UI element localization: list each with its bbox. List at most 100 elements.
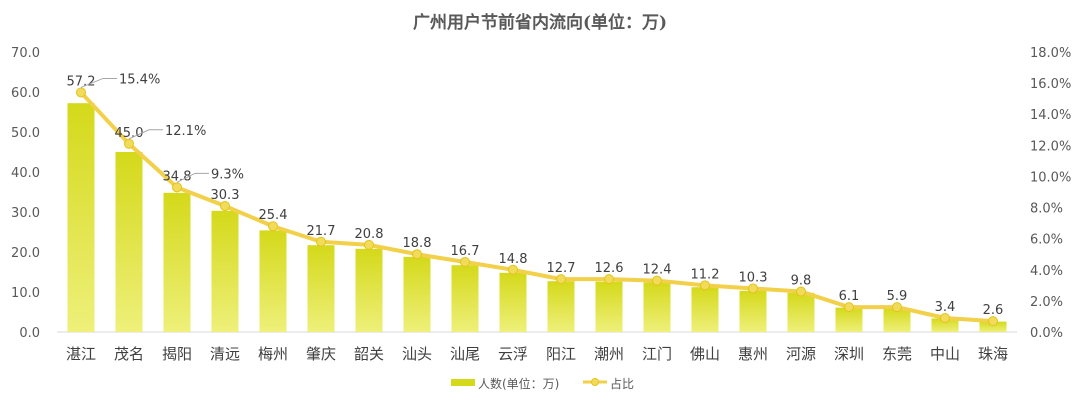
y2-tick-label: 10.0% [1030, 170, 1071, 185]
x-tick-label: 茂名 [114, 345, 144, 363]
line-point [508, 264, 518, 275]
line-point [748, 283, 758, 294]
bar [307, 245, 335, 332]
x-tick-label: 云浮 [498, 345, 528, 363]
line-point [220, 201, 230, 211]
bar-value-label: 12.7 [547, 261, 576, 276]
x-tick-label: 惠州 [738, 345, 768, 363]
x-tick-label: 肇庆 [306, 345, 336, 363]
bar-value-label: 18.8 [403, 236, 432, 251]
line-point [460, 257, 470, 267]
bar [739, 290, 767, 332]
y2-tick-label: 18.0% [1030, 46, 1071, 61]
bar [643, 282, 671, 332]
line-point [604, 274, 614, 285]
bar-value-label: 5.9 [887, 289, 908, 304]
bar-value-label: 34.8 [163, 169, 192, 184]
line-point [172, 182, 182, 193]
y2-tick-label: 2.0% [1030, 295, 1063, 310]
line-point [988, 316, 998, 327]
x-tick-label: 中山 [930, 345, 960, 363]
axes: 0.0 10.0 20.0 30.0 40.0 50.0 60.0 70.0 0.0% 2.0% 4… [11, 46, 1071, 363]
y2-tick-label: 16.0% [1030, 77, 1071, 92]
bar [931, 318, 959, 332]
y2-tick-label: 0.0% [1030, 326, 1063, 341]
line-value-label: 9.3% [211, 167, 244, 182]
x-tick-label: 江门 [642, 345, 672, 363]
x-tick-label: 梅州 [258, 345, 288, 363]
line-point [892, 302, 902, 313]
x-tick-label: 河源 [786, 345, 816, 363]
bar [691, 287, 719, 332]
x-tick-label: 揭阳 [162, 345, 192, 363]
bar [979, 321, 1007, 332]
x-tick-label: 汕尾 [450, 345, 480, 363]
line-point [124, 138, 134, 149]
bar-value-label: 14.8 [499, 252, 528, 267]
bar [499, 272, 527, 332]
bar-value-label: 10.3 [739, 270, 768, 285]
bar-value-label: 12.4 [643, 263, 672, 278]
y-tick-label: 40.0 [11, 166, 40, 181]
bar-value-label: 30.3 [211, 188, 240, 203]
bar [67, 103, 95, 332]
legend: 人数(单位：万) 占比 [451, 376, 634, 391]
bar-value-label: 57.2 [67, 74, 96, 89]
x-tick-label: 深圳 [834, 345, 864, 363]
bar-series [67, 103, 1007, 332]
bar [595, 281, 623, 332]
line-point [652, 275, 662, 286]
y2-tick-label: 12.0% [1030, 139, 1071, 154]
bar-value-label: 3.4 [935, 300, 956, 315]
line-point [268, 221, 278, 232]
bar [259, 230, 287, 332]
bar [163, 192, 191, 332]
y-tick-label: 70.0 [11, 46, 40, 61]
y2-tick-label: 6.0% [1030, 233, 1063, 248]
line-value-label: 15.4% [119, 72, 160, 87]
y2-tick-label: 8.0% [1030, 202, 1063, 217]
bar-value-label: 6.1 [839, 289, 860, 304]
bar-value-label: 20.8 [355, 227, 384, 242]
line-point [940, 313, 950, 323]
legend-line-marker [591, 378, 599, 386]
x-tick-label: 佛山 [690, 345, 720, 363]
bar-value-label: 25.4 [259, 208, 288, 223]
x-tick-label: 阳江 [546, 345, 576, 363]
chart-title: 广州用户节前省内流向(单位：万) [412, 13, 668, 33]
bar-value-label: 45.0 [115, 126, 144, 141]
bar [355, 248, 383, 332]
y2-tick-label: 14.0% [1030, 108, 1071, 123]
y-tick-label: 10.0 [11, 286, 40, 301]
leader-line [128, 129, 163, 140]
bar [403, 256, 431, 332]
line-point [556, 274, 566, 285]
line-series [76, 87, 998, 327]
line-point [844, 302, 854, 313]
y2-tick-label: 4.0% [1030, 264, 1063, 279]
x-tick-label: 东莞 [882, 345, 912, 363]
bar-value-label: 16.7 [451, 244, 480, 259]
data-labels: 57.2 45.0 34.8 30.3 25.4 21.7 20.8 18.8 16.7 14.8… [67, 72, 1004, 318]
bar [451, 265, 479, 332]
line-point [796, 286, 806, 297]
x-tick-label: 汕头 [402, 345, 432, 363]
x-tick-label: 潮州 [594, 345, 624, 363]
bar [115, 152, 143, 332]
y-tick-label: 30.0 [11, 206, 40, 221]
line-point [412, 249, 422, 260]
line-point [316, 236, 326, 247]
x-tick-label: 珠海 [978, 345, 1008, 363]
y-tick-label: 50.0 [11, 126, 40, 141]
leader-line [80, 77, 117, 88]
bar-value-label: 2.6 [983, 303, 1004, 318]
bar [787, 292, 815, 332]
line-path [79, 90, 995, 324]
legend-bar-swatch [451, 379, 475, 386]
y-tick-label: 20.0 [11, 246, 40, 261]
line-point [700, 280, 710, 291]
bar-value-label: 11.2 [691, 267, 720, 282]
bar-value-label: 21.7 [307, 224, 336, 239]
leader-line [176, 172, 209, 183]
